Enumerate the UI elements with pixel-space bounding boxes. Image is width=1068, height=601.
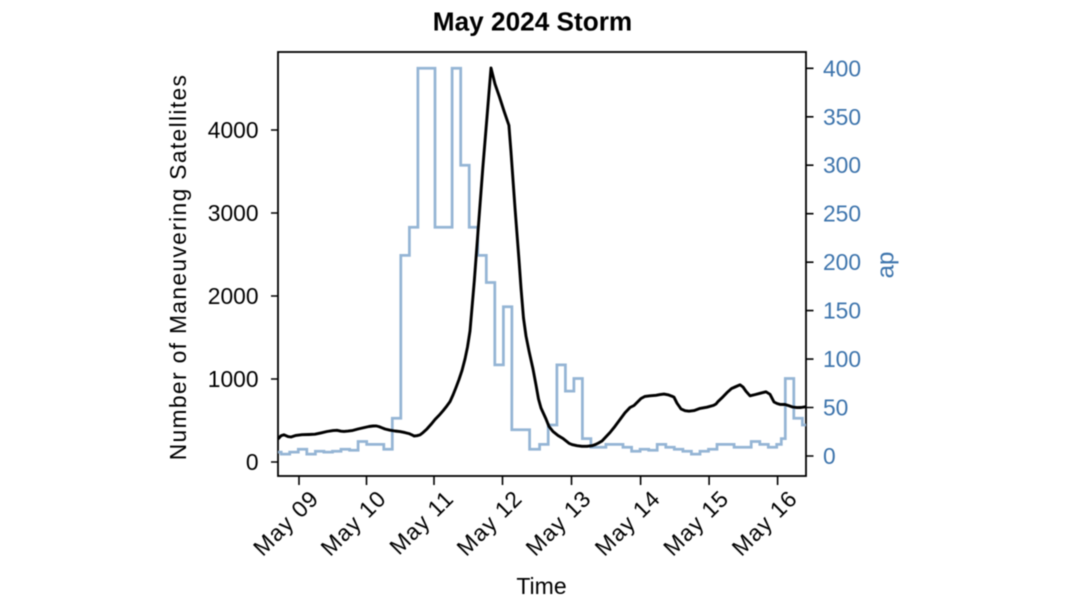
svg-text:May 2024 Storm: May 2024 Storm <box>433 7 632 37</box>
svg-text:100: 100 <box>823 346 861 372</box>
svg-text:2000: 2000 <box>208 283 259 309</box>
svg-text:1000: 1000 <box>208 366 259 392</box>
svg-text:200: 200 <box>823 249 861 275</box>
svg-text:0: 0 <box>823 443 836 469</box>
svg-text:50: 50 <box>823 395 848 421</box>
svg-text:300: 300 <box>823 152 861 178</box>
svg-text:Time: Time <box>516 573 566 599</box>
svg-text:150: 150 <box>823 298 861 324</box>
svg-text:Number of Maneuvering Satellit: Number of Maneuvering Satellites <box>165 74 191 461</box>
svg-text:3000: 3000 <box>208 200 259 226</box>
svg-text:ap: ap <box>873 252 900 279</box>
svg-text:4000: 4000 <box>208 117 259 143</box>
svg-text:350: 350 <box>823 104 861 130</box>
svg-text:250: 250 <box>823 201 861 227</box>
svg-text:0: 0 <box>246 449 259 475</box>
svg-text:400: 400 <box>823 55 861 81</box>
